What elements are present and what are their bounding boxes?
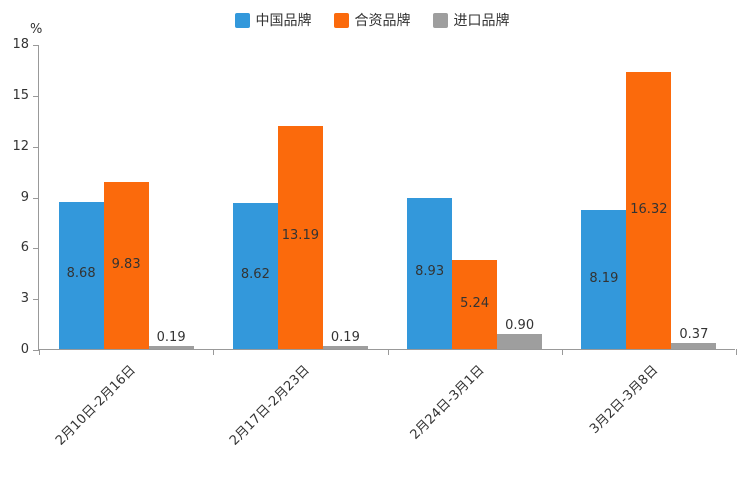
x-tick-mark (561, 349, 563, 355)
bar-value-label: 9.83 (111, 256, 141, 272)
chart-legend: 中国品牌 合资品牌 进口品牌 (0, 10, 744, 30)
bar-value-label: 13.19 (281, 228, 319, 244)
legend-label: 合资品牌 (354, 13, 411, 29)
x-axis-label-3: 3月2日-3月8日 (587, 362, 662, 437)
y-tick-mark (33, 146, 39, 148)
y-tick-label: 12 (12, 138, 29, 154)
x-tick-mark (387, 349, 389, 355)
y-tick-label: 6 (20, 240, 29, 256)
bar-value-label: 5.24 (460, 295, 490, 311)
bar-value-label: 8.62 (240, 266, 270, 282)
bar-value-label: 0.37 (679, 326, 709, 342)
y-tick-mark (33, 350, 39, 351)
y-tick-label: 0 (20, 342, 29, 357)
bar-value-label: 0.19 (156, 329, 186, 345)
legend-item-0[interactable]: 中国品牌 (234, 10, 312, 30)
bar-1-1 (277, 125, 323, 349)
y-tick-mark (33, 248, 39, 250)
x-axis-label-2: 2月24日-3月1日 (407, 362, 488, 443)
x-tick-mark (213, 349, 215, 355)
y-axis-unit-label: % (30, 22, 43, 37)
y-tick-mark (33, 45, 39, 46)
bar-value-label: 8.68 (66, 266, 96, 282)
bar-2-2 (497, 333, 543, 349)
bar-0-2 (407, 197, 453, 349)
bar-0-3 (581, 210, 627, 349)
legend-item-2[interactable]: 进口品牌 (432, 10, 510, 30)
y-tick-label: 3 (20, 291, 29, 307)
legend-swatch (234, 12, 250, 28)
plot-area: 0 3 6 9 12 15 18 8.68 9.83 0.19 2月10日-2月16日 8.62 13.… (12, 38, 737, 449)
legend-item-1[interactable]: 合资品牌 (333, 10, 411, 30)
legend-swatch (432, 12, 448, 28)
bar-1-0 (103, 182, 149, 349)
bar-0-0 (58, 201, 104, 349)
y-tick-label: 15 (12, 87, 29, 103)
legend-label: 进口品牌 (453, 13, 510, 29)
y-tick-label: 9 (20, 189, 29, 205)
bar-value-label: 8.93 (415, 264, 445, 280)
y-tick-mark (33, 197, 39, 199)
bar-1-2 (452, 260, 498, 349)
x-axis-label-0: 2月10日-2月16日 (52, 362, 139, 449)
bar-value-label: 8.19 (589, 270, 619, 286)
bar-0-1 (232, 202, 278, 349)
legend-label: 中国品牌 (255, 13, 312, 29)
bar-1-3 (626, 72, 672, 349)
y-tick-mark (33, 95, 39, 97)
bar-2-3 (671, 342, 717, 349)
y-tick-label: 18 (12, 37, 29, 52)
bar-2-1 (322, 345, 368, 349)
bar-2-0 (148, 345, 194, 349)
y-tick-mark (33, 299, 39, 301)
bar-value-label: 0.90 (505, 317, 535, 333)
x-tick-mark (39, 349, 40, 355)
bar-value-label: 16.32 (630, 201, 668, 217)
legend-swatch (333, 12, 349, 28)
x-tick-mark (736, 349, 737, 355)
bar-value-label: 0.19 (330, 329, 360, 345)
x-axis-label-1: 2月17日-2月23日 (227, 362, 313, 449)
